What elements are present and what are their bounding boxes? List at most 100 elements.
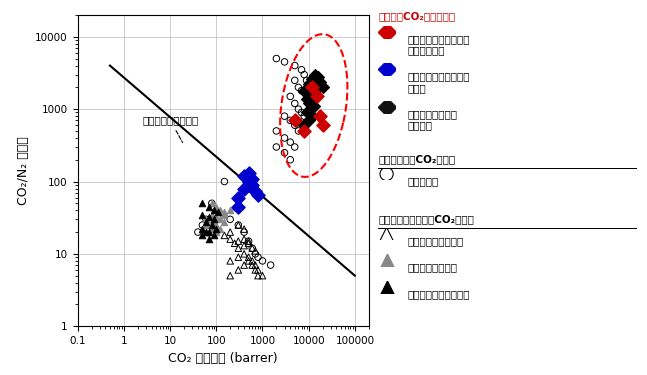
Point: [213, 209, 223, 215]
Point: [307, 113, 318, 119]
Text: 開発したCO₂選択分離膜: 開発したCO₂選択分離膜: [378, 11, 455, 21]
Point: [239, 229, 249, 235]
Point: [225, 273, 236, 279]
Point: [233, 245, 243, 251]
Point: [230, 204, 240, 210]
Point: [309, 103, 319, 109]
Point: [233, 204, 243, 210]
Point: [219, 211, 230, 217]
Point: [219, 219, 230, 225]
Point: [243, 238, 254, 244]
Point: [258, 273, 268, 279]
Point: [201, 222, 211, 228]
Point: [309, 88, 319, 94]
Point: [302, 110, 312, 116]
Point: [233, 254, 243, 260]
Point: [197, 200, 208, 206]
Point: [201, 229, 211, 235]
Point: [247, 182, 258, 188]
Point: [247, 262, 258, 268]
Point: [381, 104, 391, 110]
Point: [258, 258, 268, 264]
Point: [239, 251, 249, 257]
Text: イオン液体含浸液膜: イオン液体含浸液膜: [408, 236, 464, 246]
Point: [233, 267, 243, 273]
Point: [381, 257, 391, 263]
Point: [302, 77, 312, 83]
Point: [293, 106, 303, 112]
Text: 反応性イオン液体
含浸液膜: 反応性イオン液体 含浸液膜: [408, 109, 457, 130]
Point: [225, 236, 236, 242]
Point: [253, 254, 263, 260]
Point: [233, 238, 243, 244]
Point: [225, 229, 236, 235]
Point: [290, 77, 300, 83]
Point: [381, 284, 391, 290]
Point: [265, 262, 276, 268]
Point: [296, 88, 307, 94]
Point: [271, 128, 281, 134]
Text: 既存の機能性CO₂分離膜: 既存の機能性CO₂分離膜: [378, 154, 455, 164]
Point: [250, 188, 261, 194]
Point: [299, 113, 309, 119]
Point: [290, 100, 300, 106]
Point: [219, 232, 230, 238]
Point: [285, 93, 296, 99]
Point: [381, 66, 391, 72]
Point: [318, 122, 328, 128]
Point: [299, 128, 309, 134]
Point: [285, 139, 296, 145]
Point: [201, 216, 211, 222]
Point: [209, 207, 219, 213]
Point: [225, 258, 236, 264]
Point: [307, 76, 318, 82]
Point: [299, 88, 309, 94]
Text: 既存イオン液体含有CO₂分離膜: 既存イオン液体含有CO₂分離膜: [378, 214, 474, 224]
Point: [225, 216, 236, 222]
Point: [233, 222, 243, 228]
Point: [211, 222, 221, 228]
Point: [206, 211, 217, 217]
Point: [303, 117, 314, 123]
Point: [253, 192, 263, 198]
Point: [215, 216, 225, 222]
Text: 促進輸送膜: 促進輸送膜: [408, 176, 439, 186]
Point: [239, 243, 249, 249]
X-axis label: CO₂ 透過係数 (barrer): CO₂ 透過係数 (barrer): [168, 351, 278, 364]
Point: [239, 262, 249, 268]
Point: [247, 245, 258, 251]
Point: [206, 200, 217, 206]
Point: [197, 226, 208, 232]
Text: 高分子化イオン液体膜: 高分子化イオン液体膜: [408, 289, 470, 299]
Point: [209, 216, 219, 222]
Point: [250, 248, 261, 254]
Point: [315, 79, 325, 85]
Point: [233, 195, 243, 201]
Point: [239, 173, 249, 179]
Point: [381, 28, 391, 34]
Point: [299, 72, 309, 78]
Point: [307, 84, 318, 90]
Point: [215, 207, 225, 213]
Point: [293, 128, 303, 134]
Point: [296, 67, 307, 73]
Point: [250, 251, 261, 257]
Point: [243, 178, 254, 184]
Point: [303, 81, 314, 87]
Point: [250, 267, 261, 273]
Point: [243, 238, 254, 244]
Point: [253, 273, 263, 279]
Point: [290, 63, 300, 69]
Point: [280, 150, 290, 156]
Point: [312, 93, 322, 99]
Point: [201, 219, 211, 225]
Point: [239, 186, 249, 192]
Point: [206, 200, 217, 206]
Point: [302, 96, 312, 102]
Point: [280, 113, 290, 119]
Text: イオン液体ゲル膜: イオン液体ゲル膜: [408, 262, 457, 273]
Point: [230, 240, 240, 246]
Point: [290, 122, 300, 128]
Point: [204, 236, 214, 242]
Point: [206, 219, 217, 225]
